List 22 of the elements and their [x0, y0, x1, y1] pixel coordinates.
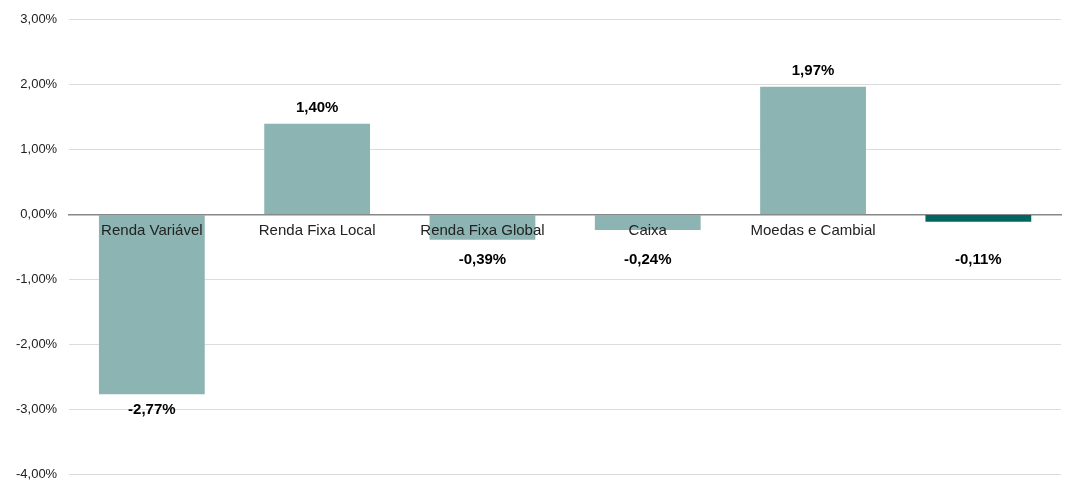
x-tick-label: Renda Variável [101, 221, 203, 239]
bar [760, 86, 866, 215]
x-tick-label: Renda Fixa Local [258, 221, 376, 239]
x-tick-label: Caixa [628, 221, 668, 239]
y-tick-label: 2,00% [20, 76, 58, 92]
data-label: -2,77% [128, 400, 176, 417]
y-tick-label: 1,00% [20, 141, 58, 157]
data-label: -0,24% [623, 250, 672, 268]
data-label: 1,97% [791, 61, 835, 79]
y-tick-label: 3,00% [20, 11, 58, 27]
bar [925, 215, 1032, 222]
x-tick-label: Moedas e Cambial [750, 221, 876, 239]
y-tick-label: -2,00% [15, 335, 58, 351]
y-tick-label: -1,00% [15, 271, 58, 287]
y-tick-label: 0,00% [20, 206, 58, 222]
y-tick-label: -3,00% [15, 400, 58, 416]
bar [98, 215, 205, 395]
data-label: -0,39% [458, 250, 507, 268]
data-label: 1,40% [295, 98, 339, 116]
y-tick-label: -4,00% [15, 465, 58, 481]
bar [264, 123, 371, 215]
data-label: -0,11% [955, 250, 1002, 268]
